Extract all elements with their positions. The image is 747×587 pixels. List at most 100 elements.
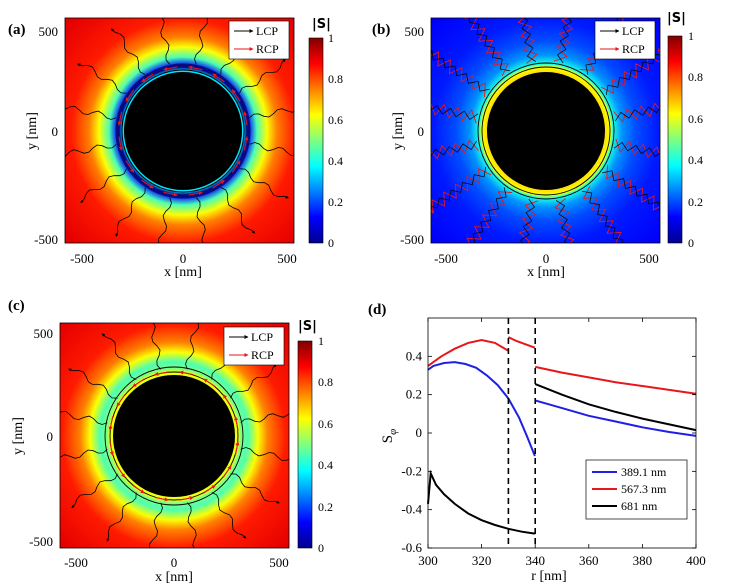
lcp-vector [195, 197, 206, 243]
lcp-vector [431, 105, 479, 120]
rcp-vector [231, 160, 241, 173]
panel-b-xtick-500: 500 [639, 251, 659, 266]
xtick-label-340: 340 [525, 553, 545, 568]
panel-b-cbtick-06: 0.6 [688, 112, 703, 126]
rcp-vector [243, 111, 248, 126]
panel-c: (c) 500 0 -500 -500 0 500 x [nm] y [nm] … [8, 298, 333, 585]
rcp-vector [234, 441, 240, 456]
rcp-vector [141, 73, 154, 83]
lcp-vector [68, 368, 118, 399]
panel-b-ytick-neg500: -500 [400, 232, 424, 247]
panel-a-xtick-neg500: -500 [70, 251, 94, 266]
panel-b-legend: LCP RCP [594, 20, 656, 60]
panel-c-outer-ring [104, 366, 244, 506]
xtick-label-300: 300 [418, 553, 438, 568]
rcp-vector [583, 185, 630, 243]
panel-a-cbtick-08: 0.8 [328, 72, 343, 86]
rcp-vector [613, 102, 660, 123]
xtick-label-360: 360 [579, 553, 599, 568]
panel-c-xlabel: x [nm] [155, 570, 193, 585]
legend-label-389: 389.1 nm [621, 465, 667, 479]
lcp-vector [77, 63, 127, 94]
lcp-vector [101, 333, 137, 380]
panel-b-ytick-0: 0 [418, 124, 425, 139]
lcp-vector [240, 447, 289, 461]
rcp-vector [462, 18, 509, 77]
lcp-vector [211, 492, 247, 539]
panel-b-legend-lcp: LCP [622, 24, 644, 38]
panel-b: (b) 500 0 -500 -500 0 500 x [nm] y [nm] … [372, 11, 703, 280]
panel-a-colorbar-title: |S| [312, 17, 331, 32]
series-line-389-1-nm-seg0 [427, 361, 536, 457]
panel-a-cbtick-1: 1 [328, 31, 334, 45]
panel-c-xtick-0: 0 [171, 555, 178, 570]
legend-label-681: 681 nm [621, 499, 658, 513]
panel-d-frame [427, 317, 697, 549]
panel-a-frame [64, 17, 295, 244]
panel-b-legend-rcp: RCP [622, 42, 645, 56]
lcp-vector [220, 187, 256, 234]
lcp-vector [185, 323, 199, 370]
panel-b-colorbar-gradient [667, 35, 683, 244]
panel-d-lines [427, 336, 697, 535]
rcp-vector [116, 394, 126, 407]
panel-c-particle [113, 375, 235, 497]
panel-c-ylabel: y [nm] [11, 417, 26, 455]
lcp-vector [521, 18, 537, 62]
panel-c-label: (c) [8, 298, 25, 314]
lcp-vector [149, 502, 163, 548]
panel-c-colorbar-gradient [297, 340, 313, 549]
rcp-vector [188, 65, 203, 71]
panel-d-legend: 389.1 nm 567.3 nm 681 nm [585, 459, 688, 520]
panel-c-middle-ring [109, 371, 239, 501]
rcp-vector [132, 484, 145, 494]
lcp-vector [557, 18, 572, 64]
series-line-567-3-nm-seg1 [507, 336, 536, 349]
panel-b-ytick-500: 500 [405, 24, 425, 39]
ytick-label-0.2: 0.2 [406, 387, 422, 402]
lcp-vector [80, 168, 127, 204]
panel-d-vlines [507, 318, 537, 548]
panel-d-xlabel: r [nm] [531, 569, 566, 584]
panel-c-frame [59, 322, 290, 549]
rcp-vector [431, 139, 479, 160]
rcp-vector [163, 191, 178, 197]
panel-b-xtick-neg500: -500 [434, 251, 458, 266]
rcp-vector [125, 160, 135, 173]
panel-b-ylabel: y [nm] [391, 112, 406, 150]
rcp-vector [518, 200, 539, 243]
lcp-vector [431, 49, 490, 92]
lcp-vector [110, 28, 146, 75]
lcp-vector [468, 18, 511, 72]
series-line-567-3-nm-seg2 [534, 365, 697, 395]
series-line-681-nm-seg1 [534, 383, 697, 432]
xtick-label-380: 380 [633, 553, 653, 568]
lcp-vector [71, 473, 118, 509]
svg-text:Sφ: Sφ [380, 429, 399, 443]
legend-label-567: 567.3 nm [621, 482, 667, 496]
lcp-vector [249, 108, 294, 119]
panel-b-cbtick-04: 0.4 [688, 153, 703, 167]
lcp-vector [230, 363, 277, 399]
ytick-label--0.2: -0.2 [401, 463, 422, 478]
rcp-vector [222, 394, 232, 407]
panel-a-xlabel: x [nm] [164, 265, 202, 280]
panel-a-xtick-500: 500 [277, 251, 297, 266]
panel-a-legend-lcp: LCP [256, 24, 278, 38]
rcp-vector [116, 465, 126, 478]
lcp-vector [602, 170, 660, 213]
rcp-vector [154, 371, 169, 376]
lcp-vector [520, 198, 535, 243]
panel-d-ylabel-main: S [380, 435, 396, 443]
lcp-vector [160, 18, 171, 65]
ytick-label--0.4: -0.4 [401, 502, 422, 517]
lcp-vector [151, 323, 162, 370]
panel-d-label: (d) [368, 302, 386, 318]
lcp-vector [186, 502, 197, 548]
panel-a-cbtick-04: 0.4 [328, 154, 343, 168]
panel-b-cbtick-1: 1 [688, 29, 694, 43]
panel-c-cbtick-0: 0 [318, 541, 324, 555]
series-line-389-1-nm-seg1 [534, 399, 697, 437]
rcp-vector [553, 18, 574, 62]
lcp-vector [472, 187, 507, 243]
